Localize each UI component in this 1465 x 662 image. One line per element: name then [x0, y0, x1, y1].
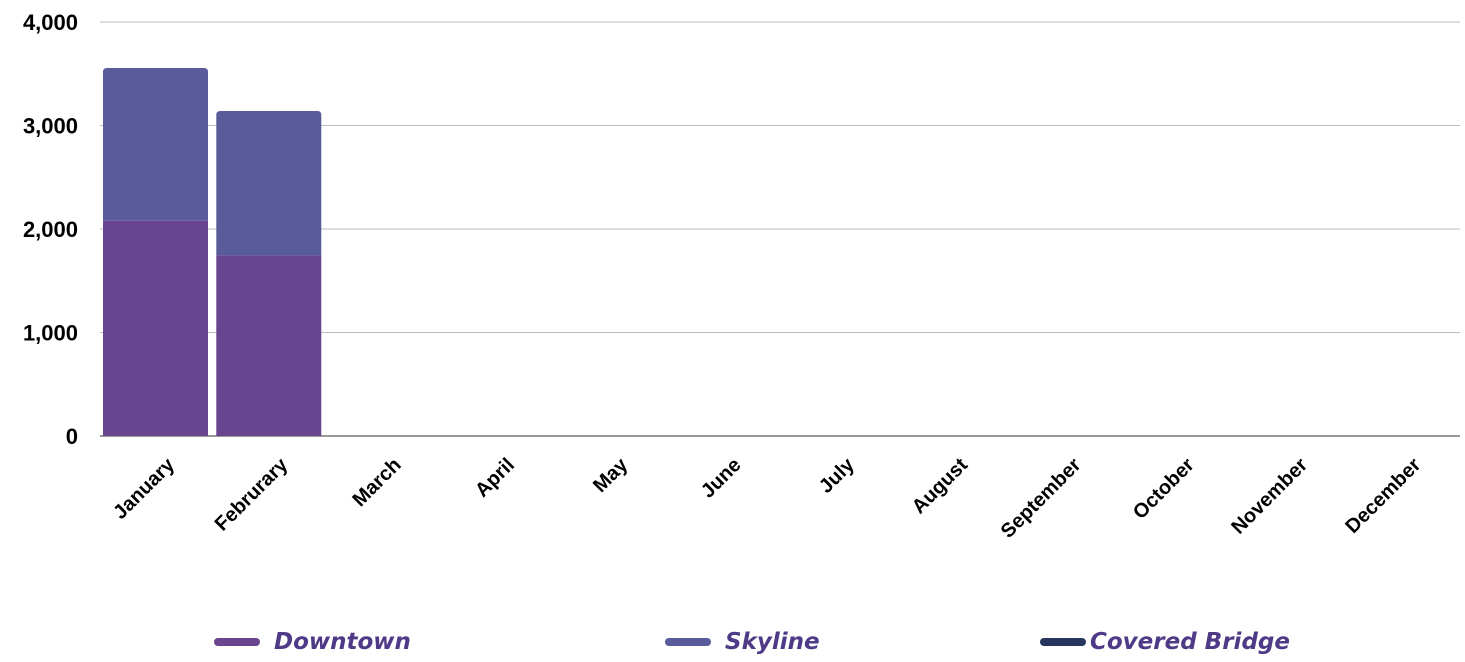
bar-skyline-january: [103, 68, 208, 221]
legend: Downtown Skyline Covered Bridge: [0, 622, 1465, 662]
x-axis-ticks: January Februrary March April May June July Aug…: [109, 453, 1425, 542]
x-tick-label: July: [815, 453, 859, 497]
legend-item-downtown: Downtown: [214, 622, 411, 662]
legend-swatch-downtown: [214, 638, 260, 646]
bar-skyline-februrary: [216, 111, 322, 256]
y-axis-ticks: 0 1,000 2,000 3,000 4,000: [23, 10, 78, 449]
legend-label-skyline: Skyline: [725, 629, 820, 655]
legend-swatch-skyline: [665, 638, 711, 646]
x-tick-label: December: [1341, 454, 1425, 538]
bar-downtown-january: [103, 220, 208, 436]
legend-label-covered-bridge: Covered Bridge: [1090, 629, 1290, 655]
x-tick-label: November: [1227, 454, 1312, 539]
x-tick-label: September: [997, 454, 1086, 543]
legend-label-downtown: Downtown: [274, 629, 411, 655]
bar-downtown-februrary: [216, 255, 322, 436]
x-tick-label: January: [109, 453, 179, 523]
x-tick-label: Februrary: [211, 453, 293, 535]
y-tick-label: 3,000: [23, 114, 78, 139]
legend-item-covered-bridge: Covered Bridge: [1040, 622, 1290, 662]
y-tick-label: 1,000: [23, 321, 78, 346]
x-tick-label: August: [908, 454, 973, 519]
bars: [103, 68, 322, 436]
x-tick-label: March: [348, 454, 405, 511]
legend-swatch-covered-bridge: [1040, 638, 1086, 646]
x-tick-label: May: [589, 453, 633, 497]
y-tick-label: 4,000: [23, 10, 78, 35]
x-tick-label: April: [471, 454, 519, 502]
x-tick-label: June: [697, 454, 746, 503]
y-tick-label: 0: [66, 424, 78, 449]
legend-item-skyline: Skyline: [665, 622, 820, 662]
stacked-bar-chart: 0 1,000 2,000 3,000 4,000 January Februrary Ma…: [23, 10, 1460, 543]
gridlines: [100, 21, 1460, 437]
x-tick-label: October: [1129, 454, 1199, 524]
y-tick-label: 2,000: [23, 217, 78, 242]
